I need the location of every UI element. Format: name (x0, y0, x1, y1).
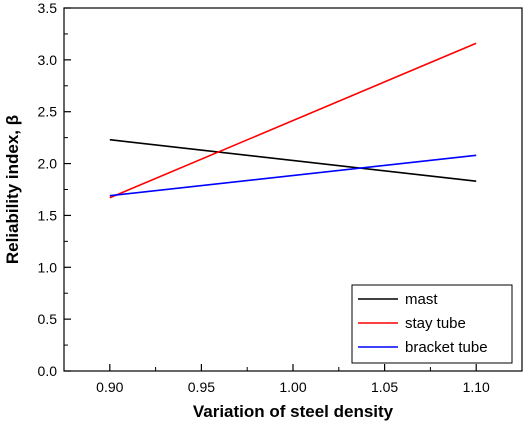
y-axis: 0.0 0.5 1.0 1.5 2.0 2.5 3.0 3.5 (38, 0, 71, 379)
y-tick-label: 3.5 (38, 0, 58, 16)
y-axis-label: Reliability index, β (3, 115, 22, 264)
x-tick-label: 0.90 (96, 379, 123, 395)
x-axis-label: Variation of steel density (193, 402, 394, 421)
x-axis: 0.90 0.95 1.00 1.05 1.10 (63, 364, 523, 395)
x-tick-label: 1.00 (279, 379, 306, 395)
y-tick-label: 2.0 (38, 156, 58, 172)
legend-label: mast (405, 291, 438, 308)
series-line-stay-tube (109, 42, 477, 199)
y-tick-label: 1.5 (38, 207, 58, 223)
series-line-bracket-tube (109, 154, 477, 197)
series-line-mast (109, 138, 477, 182)
legend-label: bracket tube (405, 339, 488, 356)
series-layer (109, 42, 477, 199)
legend-label: stay tube (405, 315, 466, 332)
y-tick-label: 0.5 (38, 311, 58, 327)
y-tick-label: 2.5 (38, 104, 58, 120)
y-tick-label: 1.0 (38, 259, 58, 275)
x-tick-label: 1.10 (463, 379, 490, 395)
y-tick-label: 0.0 (38, 363, 58, 379)
legend: mast stay tube bracket tube (351, 284, 513, 364)
legend-box (351, 284, 513, 364)
x-tick-label: 1.05 (371, 379, 398, 395)
x-tick-label: 0.95 (188, 379, 215, 395)
y-tick-label: 3.0 (38, 52, 58, 68)
